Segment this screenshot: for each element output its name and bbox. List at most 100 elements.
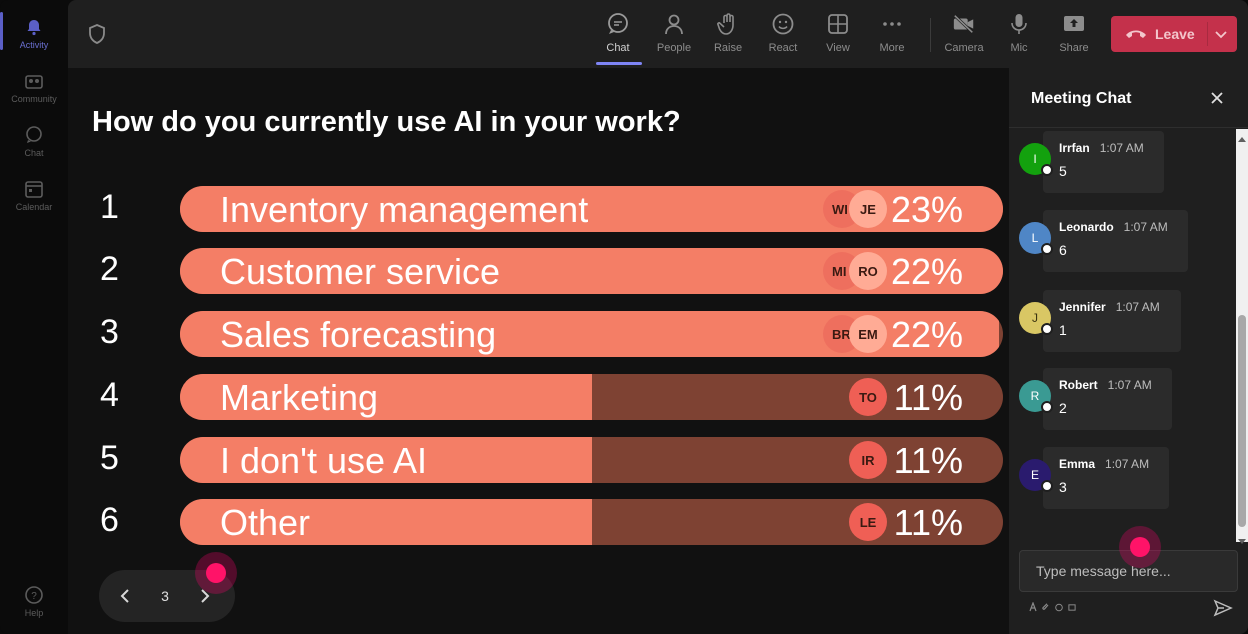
mic-button[interactable]: Mic (993, 10, 1045, 60)
message-meta: Leonardo 1:07 AM (1059, 220, 1172, 234)
chat-message-list[interactable]: Irrfan 1:07 AM 5 I Leonardo 1:07 AM 6 L Jennifer… (1009, 129, 1236, 542)
rail-label: Activity (19, 39, 49, 50)
voter-avatar: LE (849, 503, 887, 541)
chat-button[interactable]: Chat (592, 10, 644, 60)
message-text: 5 (1059, 163, 1067, 179)
voter-avatars: BR EM (823, 315, 887, 353)
presence-status-icon (1041, 323, 1053, 335)
message-text: 2 (1059, 400, 1067, 416)
option-bar-fill (180, 499, 592, 545)
chat-label: Chat (606, 42, 630, 54)
share-label: Share (1059, 42, 1089, 54)
message-author: Robert (1059, 378, 1098, 392)
attach-icon[interactable] (1042, 602, 1050, 612)
message-author: Emma (1059, 457, 1096, 471)
people-button[interactable]: People (648, 10, 700, 60)
camera-button[interactable]: Camera (938, 10, 990, 60)
option-number: 6 (100, 501, 119, 539)
option-bar: Other LE 11% (180, 499, 1003, 545)
message-input[interactable] (1019, 550, 1238, 592)
shield-icon[interactable] (88, 24, 106, 44)
share-screen-icon (1062, 12, 1086, 36)
leave-button[interactable]: Leave (1111, 16, 1237, 52)
poll-option: 4 Marketing TO 11% (68, 374, 1009, 422)
more-label: More (879, 42, 905, 54)
option-label: Inventory management (220, 189, 589, 230)
message-text: 1 (1059, 322, 1067, 338)
poll-question: How do you currently use AI in your work… (92, 106, 681, 138)
option-bar: Customer service MI RO 22% (180, 248, 1003, 294)
option-bar: Marketing TO 11% (180, 374, 1003, 420)
previous-page-button[interactable] (105, 576, 145, 616)
scrollbar-thumb[interactable] (1238, 315, 1246, 527)
option-number: 5 (100, 439, 119, 477)
react-button[interactable]: React (757, 10, 809, 60)
chat-title: Meeting Chat (1031, 90, 1132, 107)
message-time: 1:07 AM (1107, 378, 1152, 392)
message-bubble: Irrfan 1:07 AM 5 (1043, 131, 1164, 193)
person-icon (662, 12, 686, 36)
scroll-down-icon[interactable] (1238, 532, 1246, 544)
calendar-icon (24, 179, 44, 199)
rail-item-chat[interactable]: Chat (2, 116, 66, 166)
chat-icon (606, 12, 630, 36)
meeting-chat-panel: Meeting Chat Irrfan 1:07 AM 5 I Leonardo 1:07… (1009, 68, 1248, 634)
next-page-button[interactable] (185, 576, 225, 616)
option-label: Customer service (220, 251, 501, 292)
option-bar-fill (180, 374, 592, 420)
message-meta: Jennifer 1:07 AM (1059, 300, 1165, 314)
presence-status-icon (1041, 401, 1053, 413)
chat-active-indicator (596, 62, 642, 65)
chevron-down-icon[interactable] (1213, 26, 1229, 42)
toolbar-divider (930, 18, 931, 52)
share-button[interactable]: Share (1048, 10, 1100, 60)
grid-view-icon (826, 12, 850, 36)
message-bubble: Leonardo 1:07 AM 6 (1043, 210, 1188, 272)
voter-avatar: EM (849, 315, 887, 353)
poll-option: 2 Customer service MI RO 22% (68, 248, 1009, 296)
chat-message: Emma 1:07 AM 3 E (1019, 447, 1236, 513)
option-label: Sales forecasting (220, 314, 497, 355)
rail-item-help[interactable]: ? Help (2, 576, 66, 626)
presence-status-icon (1041, 480, 1053, 492)
raise-hand-button[interactable]: Raise (702, 10, 754, 60)
rail-label: Help (24, 607, 44, 618)
poll-option: 3 Sales forecasting BR EM 22% (68, 311, 1009, 359)
option-number: 3 (100, 313, 119, 351)
format-icon[interactable] (1029, 602, 1037, 612)
option-percent: 22% (890, 251, 963, 292)
scroll-up-icon[interactable] (1238, 131, 1246, 142)
send-icon[interactable] (1213, 598, 1233, 618)
view-button[interactable]: View (812, 10, 864, 60)
message-time: 1:07 AM (1123, 220, 1168, 234)
chevron-right-icon (201, 589, 210, 603)
camera-off-icon (952, 12, 976, 36)
voter-avatar: TO (849, 378, 887, 416)
chat-icon (24, 125, 44, 145)
option-percent: 11% (893, 440, 963, 481)
message-time: 1:07 AM (1115, 300, 1160, 314)
voter-avatars: WI JE (823, 190, 887, 228)
chat-message: Irrfan 1:07 AM 5 I (1019, 131, 1236, 197)
emoji-icon[interactable] (1055, 602, 1063, 612)
leave-label: Leave (1155, 26, 1195, 42)
voter-avatar: IR (849, 441, 887, 479)
voter-avatars: TO (849, 378, 887, 416)
voter-avatars: IR (849, 441, 887, 479)
svg-text:?: ? (31, 591, 37, 602)
close-icon[interactable] (1209, 90, 1225, 106)
chat-message: Leonardo 1:07 AM 6 L (1019, 210, 1236, 276)
rail-item-calendar[interactable]: Calendar (2, 170, 66, 220)
chat-scrollbar[interactable] (1236, 129, 1248, 544)
message-bubble: Emma 1:07 AM 3 (1043, 447, 1169, 509)
hang-up-icon (1125, 27, 1147, 41)
gif-icon[interactable] (1068, 602, 1076, 612)
message-author: Jennifer (1059, 300, 1106, 314)
rail-item-activity[interactable]: Activity (2, 8, 66, 58)
poll-option: 1 Inventory management WI JE 23% (68, 186, 1009, 234)
more-button[interactable]: More (866, 10, 918, 60)
rail-label: Calendar (15, 201, 53, 212)
rail-item-community[interactable]: Community (2, 62, 66, 112)
option-number: 2 (100, 250, 119, 288)
option-number: 1 (100, 188, 119, 226)
